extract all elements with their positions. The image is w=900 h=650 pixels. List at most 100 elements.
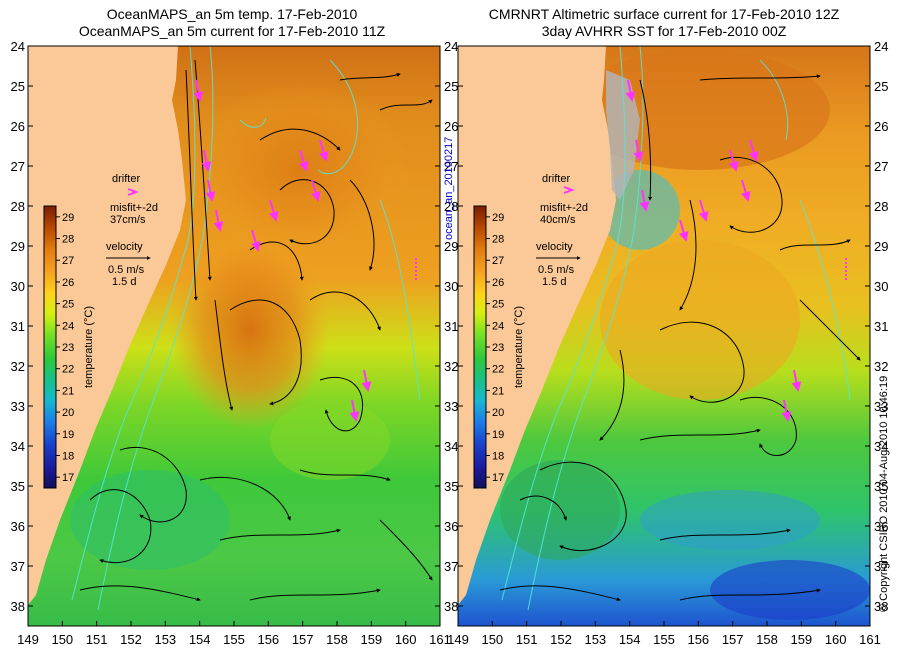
left-colorbar-tick-label: 20 bbox=[62, 407, 74, 419]
right-lat-tick-label: 30 bbox=[874, 279, 888, 294]
right-lat-tick-label: 33 bbox=[874, 399, 888, 414]
left-lat-tick-label-outer: 24 bbox=[11, 39, 25, 54]
right-title-line2: 3day AVHRR SST for 17-Feb-2010 00Z bbox=[542, 23, 787, 39]
left-lon-tick-label: 159 bbox=[360, 632, 382, 647]
right-lon-tick-label: 154 bbox=[619, 632, 641, 647]
left-lon-tick-label: 160 bbox=[395, 632, 417, 647]
right-legend: drifter misfit+-2d 40cm/s velocity 0.5 m… bbox=[536, 173, 588, 288]
right-lon-tick-label: 151 bbox=[516, 632, 538, 647]
left-lat-tick-label-outer: 27 bbox=[11, 159, 25, 174]
left-lat-tick-label-outer: 30 bbox=[11, 279, 25, 294]
right-colorbar-tick-label: 28 bbox=[492, 234, 504, 246]
left-misfit-speed: 37cm/s bbox=[110, 214, 146, 226]
copyright-label: © Copyright CSIRO 2010 04-Aug-2010 10:46… bbox=[878, 376, 890, 612]
right-lat-tick-label: 26 bbox=[874, 119, 888, 134]
left-lat-tick-label: 38 bbox=[444, 599, 458, 614]
right-longitude-ticks: 149 150 151 152 153 154 155 156 157 158 159 160 161 bbox=[447, 621, 881, 647]
left-lat-tick-label-outer: 31 bbox=[11, 319, 25, 334]
left-drifter-symbol bbox=[127, 188, 139, 196]
right-colorbar-label: temperature (°C) bbox=[513, 306, 525, 388]
right-velocity-label: velocity bbox=[536, 241, 573, 253]
right-colorbar-tick-label: 20 bbox=[492, 407, 504, 419]
right-misfit-speed: 40cm/s bbox=[540, 214, 576, 226]
left-lat-tick-label-outer: 33 bbox=[11, 399, 25, 414]
right-lat-tick-label: 24 bbox=[874, 39, 888, 54]
right-colorbar-tick-label: 23 bbox=[492, 342, 504, 354]
right-colorbar-tick-label: 26 bbox=[492, 277, 504, 289]
left-lat-tick-label-outer: 35 bbox=[11, 479, 25, 494]
right-map-area bbox=[457, 45, 871, 627]
left-lat-tick-label: 37 bbox=[444, 559, 458, 574]
right-lon-tick-label: 156 bbox=[687, 632, 709, 647]
left-colorbar-tick-label: 26 bbox=[62, 277, 74, 289]
left-lat-tick-label-outer: 29 bbox=[11, 239, 25, 254]
left-colorbar-tick-label: 22 bbox=[62, 364, 74, 376]
right-colorbar-tick-label: 25 bbox=[492, 299, 504, 311]
left-legend: drifter misfit+-2d 37cm/s velocity 0.5 m… bbox=[106, 173, 158, 288]
right-lat-tick-label: 38 bbox=[874, 599, 888, 614]
right-velocity-time: 1.5 d bbox=[542, 276, 566, 288]
right-misfit-label: misfit+-2d bbox=[540, 202, 588, 214]
left-lon-tick-label: 158 bbox=[326, 632, 348, 647]
left-lat-tick-label: 24 bbox=[444, 39, 458, 54]
right-lat-tick-label: 37 bbox=[874, 559, 888, 574]
left-lon-tick-label: 161 bbox=[429, 632, 451, 647]
left-colorbar-tick-label: 18 bbox=[62, 450, 74, 462]
right-lat-tick-label: 31 bbox=[874, 319, 888, 334]
right-colorbar-tick-label: 29 bbox=[492, 212, 504, 224]
left-lon-tick-label: 150 bbox=[51, 632, 73, 647]
right-lon-tick-label: 158 bbox=[756, 632, 778, 647]
right-drifter-label: drifter bbox=[542, 173, 570, 185]
left-lon-tick-label: 154 bbox=[189, 632, 211, 647]
left-title-line1: OceanMAPS_an 5m temp. 17-Feb-2010 bbox=[107, 6, 358, 22]
right-lon-tick-label: 150 bbox=[481, 632, 503, 647]
left-lat-tick-label: 30 bbox=[444, 279, 458, 294]
left-lat-tick-label: 35 bbox=[444, 479, 458, 494]
right-colorbar-tick-label: 18 bbox=[492, 450, 504, 462]
right-colorbar-tick-label: 27 bbox=[492, 255, 504, 267]
left-colorbar-label: temperature (°C) bbox=[83, 306, 95, 388]
right-lon-tick-label: 153 bbox=[584, 632, 606, 647]
right-lon-tick-label: 157 bbox=[722, 632, 744, 647]
left-map-panel: OceanMAPS_an 5m temp. 17-Feb-2010 OceanM… bbox=[11, 6, 459, 647]
left-latitude-ticks: 24 24 25 25 26 26 27 27 28 28 29 29 30 30 31 31 32 32 33 33… bbox=[11, 39, 459, 614]
left-misfit-label: misfit+-2d bbox=[110, 202, 158, 214]
left-colorbar-tick-label: 29 bbox=[62, 212, 74, 224]
right-latitude-ticks: 24 25 26 27 28 29 30 31 32 33 34 35 36 37 38 bbox=[458, 39, 888, 614]
left-lat-tick-label-outer: 36 bbox=[11, 519, 25, 534]
right-lat-tick-label: 28 bbox=[874, 199, 888, 214]
left-lat-tick-label: 31 bbox=[444, 319, 458, 334]
right-drifter-symbol bbox=[563, 186, 575, 194]
left-colorbar-tick-label: 23 bbox=[62, 342, 74, 354]
left-velocity-time: 1.5 d bbox=[112, 276, 136, 288]
right-lat-tick-label: 32 bbox=[874, 359, 888, 374]
left-colorbar-ticks: 29 28 27 26 25 24 23 22 21 20 19 18 17 bbox=[56, 212, 74, 484]
right-lon-tick-label: 152 bbox=[550, 632, 572, 647]
right-colorbar-tick-label: 19 bbox=[492, 429, 504, 441]
right-lat-tick-label: 29 bbox=[874, 239, 888, 254]
left-lon-tick-label: 152 bbox=[120, 632, 142, 647]
left-lon-tick-label: 155 bbox=[223, 632, 245, 647]
right-colorbar: 29 28 27 26 25 24 23 22 21 20 19 18 17 temperature (… bbox=[473, 205, 525, 489]
right-land-australia bbox=[458, 46, 616, 605]
left-velocity-speed: 0.5 m/s bbox=[108, 264, 145, 276]
left-colorbar-tick-label: 27 bbox=[62, 255, 74, 267]
left-lat-tick-label: 25 bbox=[444, 79, 458, 94]
left-lon-tick-label: 153 bbox=[154, 632, 176, 647]
left-lat-tick-label: 36 bbox=[444, 519, 458, 534]
left-lat-tick-label-outer: 37 bbox=[11, 559, 25, 574]
right-lon-tick-label: 159 bbox=[790, 632, 812, 647]
right-lat-tick-label: 25 bbox=[874, 79, 888, 94]
right-lon-tick-label: 155 bbox=[653, 632, 675, 647]
right-title-line1: CMRNRT Altimetric surface current for 17… bbox=[489, 6, 840, 22]
right-lat-tick-label: 27 bbox=[874, 159, 888, 174]
right-lon-tick-label: 160 bbox=[825, 632, 847, 647]
right-lat-tick-label: 36 bbox=[874, 519, 888, 534]
left-lat-tick-label-outer: 28 bbox=[11, 199, 25, 214]
left-lat-tick-label: 33 bbox=[444, 399, 458, 414]
left-colorbar: 29 28 27 26 25 24 23 22 21 20 19 18 17 temperature (… bbox=[43, 205, 95, 489]
left-lon-tick-label: 156 bbox=[257, 632, 279, 647]
left-lat-tick-label: 26 bbox=[444, 119, 458, 134]
left-colorbar-tick-label: 17 bbox=[62, 472, 74, 484]
